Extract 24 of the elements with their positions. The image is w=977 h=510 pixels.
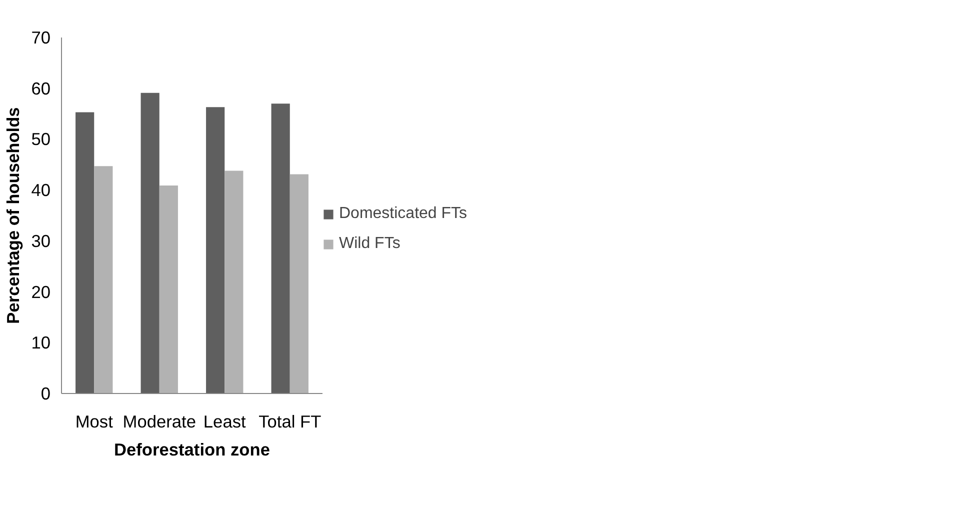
x-tick-label: Moderate (122, 412, 196, 432)
bar (140, 92, 160, 394)
x-tick-label: Most (75, 412, 114, 432)
y-tick-label: 30 (31, 230, 51, 251)
y-tick-label: 60 (31, 78, 51, 98)
y-tick-label: 10 (31, 332, 51, 353)
legend-label: Domesticated FTs (339, 205, 468, 223)
bar (76, 112, 94, 394)
y-tick-label: 70 (31, 28, 51, 48)
bar (224, 170, 244, 394)
x-axis-title: Deforestation zone (114, 440, 270, 460)
bar (206, 107, 225, 394)
x-tick-label: Least (203, 412, 246, 432)
bar (94, 166, 113, 394)
y-tick-label: 50 (31, 129, 51, 150)
bar (159, 185, 178, 394)
y-tick-label: 20 (31, 282, 51, 302)
bar (290, 174, 308, 394)
legend-label: Wild FTs (339, 235, 400, 253)
bar (271, 104, 290, 394)
x-tick-label: Total FT (258, 412, 322, 432)
y-tick-label: 0 (40, 384, 51, 404)
y-axis-title: Percentage of households (3, 107, 24, 324)
y-tick-label: 40 (31, 180, 51, 200)
